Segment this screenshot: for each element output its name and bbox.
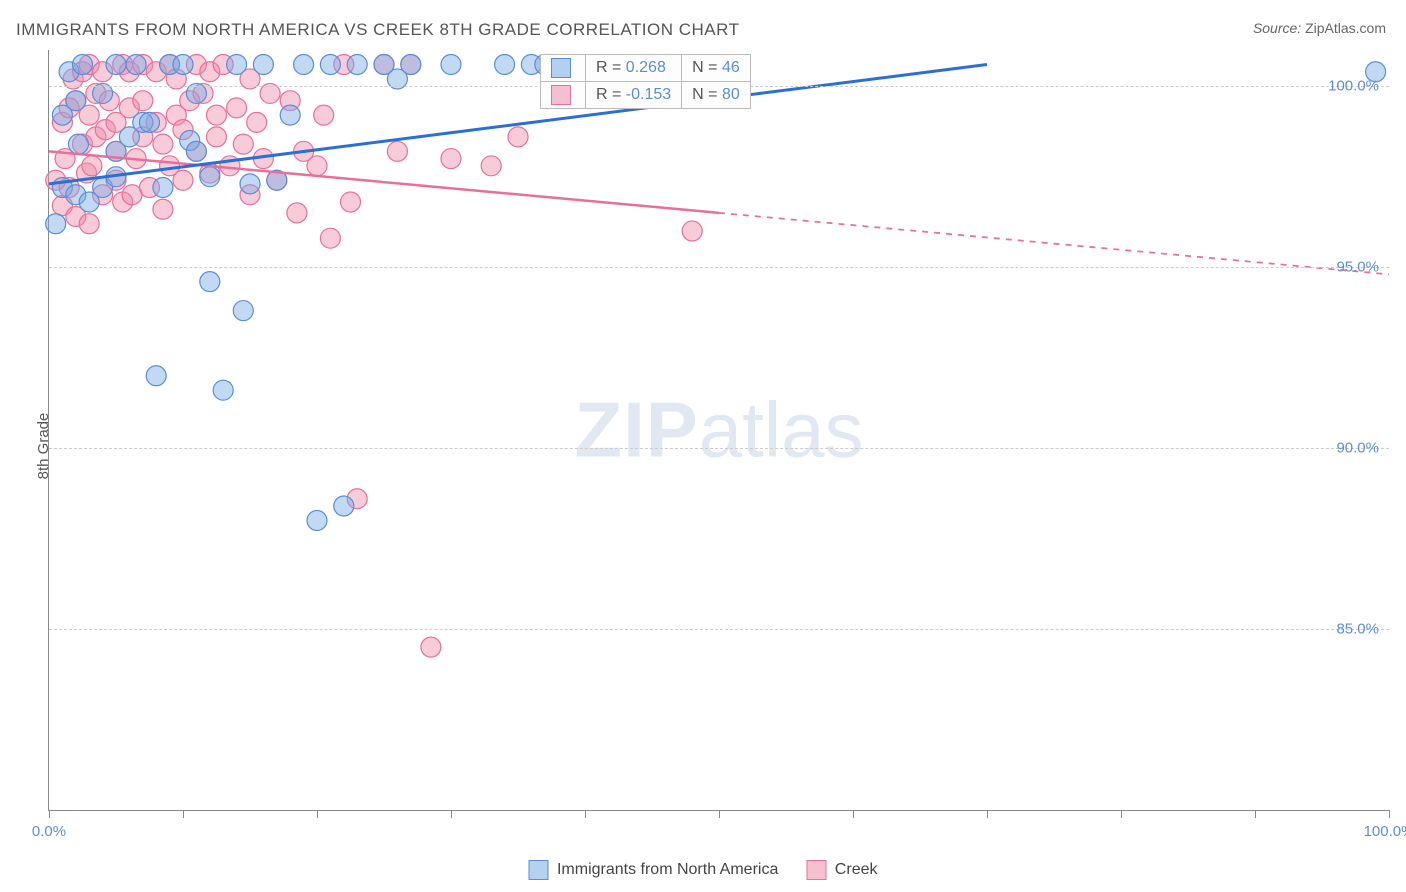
legend-r-cell: R = 0.268 [586,55,682,82]
legend-swatch [806,860,826,880]
legend-label: Creek [835,861,878,878]
data-point [253,54,273,74]
data-point [495,54,515,74]
data-point [287,203,307,223]
data-point [307,156,327,176]
y-tick-label: 85.0% [1336,621,1379,638]
x-tick [1389,810,1390,818]
x-tick [451,810,452,818]
y-tick-label: 100.0% [1328,78,1379,95]
series-legend: Immigrants from North America Creek [515,860,892,880]
data-point [508,127,528,147]
data-point [682,221,702,241]
source-value: ZipAtlas.com [1305,20,1386,36]
source-attribution: Source: ZipAtlas.com [1253,20,1386,36]
data-point [66,91,86,111]
legend-label: Immigrants from North America [557,861,778,878]
data-point [173,54,193,74]
data-point [307,510,327,530]
grid-line [49,267,1389,268]
x-tick [1121,810,1122,818]
data-point [247,112,267,132]
data-point [140,112,160,132]
data-point [387,141,407,161]
legend-swatch [529,860,549,880]
data-point [347,54,367,74]
data-point [79,214,99,234]
data-point [233,134,253,154]
trend-line-dashed [719,213,1389,275]
data-point [200,167,220,187]
data-point [421,637,441,657]
data-point [320,228,340,248]
x-tick [49,810,50,818]
y-tick-label: 95.0% [1336,259,1379,276]
data-point [153,134,173,154]
x-tick-label: 0.0% [32,823,66,840]
correlation-legend-box: R = 0.268N = 46R = -0.153N = 80 [540,54,751,109]
data-point [153,178,173,198]
data-point [126,54,146,74]
data-point [314,105,334,125]
x-tick [1255,810,1256,818]
data-point [441,54,461,74]
data-point [334,496,354,516]
data-point [320,54,340,74]
data-point [68,134,88,154]
data-point [146,366,166,386]
data-point [207,127,227,147]
grid-line [49,629,1389,630]
legend-swatch-cell [541,82,586,109]
source-label: Source: [1253,20,1301,36]
y-tick-label: 90.0% [1336,440,1379,457]
data-point [82,156,102,176]
data-point [294,54,314,74]
data-point [213,380,233,400]
legend-r-cell: R = -0.153 [586,82,682,109]
x-tick [183,810,184,818]
data-point [240,174,260,194]
grid-line [49,448,1389,449]
chart-title: IMMIGRANTS FROM NORTH AMERICA VS CREEK 8… [16,20,739,40]
data-point [341,192,361,212]
scatter-svg [49,50,1389,810]
data-point [227,98,247,118]
data-point [227,54,247,74]
data-point [153,199,173,219]
x-tick-label: 100.0% [1364,823,1406,840]
data-point [233,301,253,321]
data-point [133,91,153,111]
legend-item: Creek [806,861,877,878]
x-tick [585,810,586,818]
legend-item: Immigrants from North America [529,861,779,878]
data-point [46,214,66,234]
chart-plot-area: ZIPatlas 85.0%90.0%95.0%100.0%0.0%100.0% [48,50,1389,811]
x-tick [317,810,318,818]
data-point [481,156,501,176]
data-point [441,149,461,169]
legend-n-cell: N = 80 [682,82,751,109]
legend-swatch-cell [541,55,586,82]
x-tick [719,810,720,818]
x-tick [987,810,988,818]
data-point [106,54,126,74]
legend-n-cell: N = 46 [682,55,751,82]
data-point [200,272,220,292]
data-point [186,141,206,161]
x-tick [853,810,854,818]
data-point [73,54,93,74]
data-point [173,170,193,190]
data-point [280,105,300,125]
data-point [207,105,227,125]
data-point [401,54,421,74]
